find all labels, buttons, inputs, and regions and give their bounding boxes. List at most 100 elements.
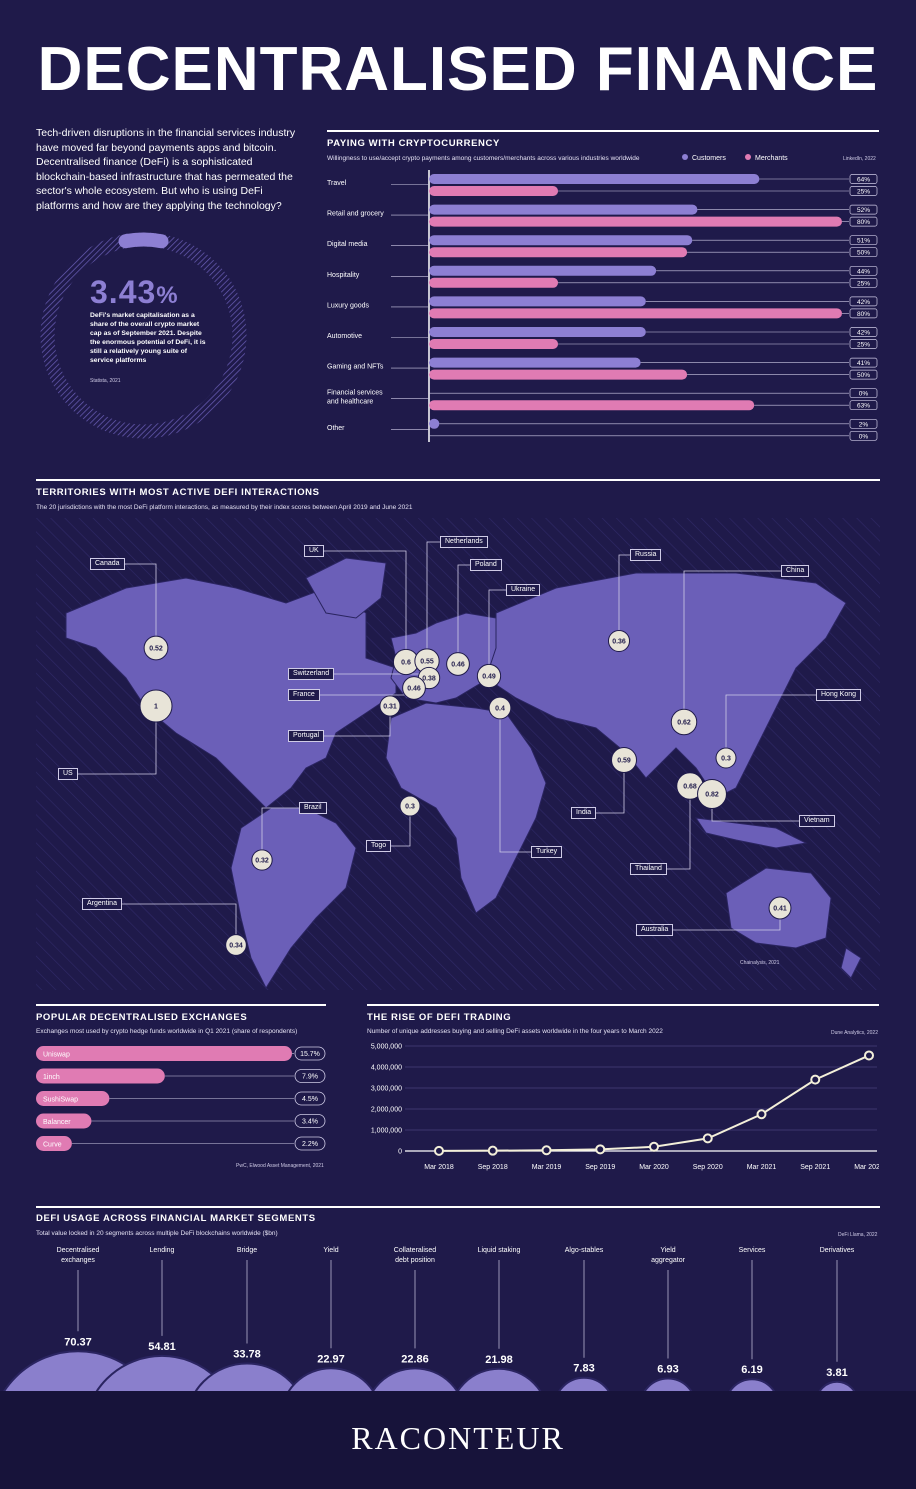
crypto-bar-merchants <box>429 308 842 319</box>
exchange-value-balancer: 3.4% <box>302 1119 318 1126</box>
exchange-bar-sushiswap <box>36 1091 110 1106</box>
crypto-bar-merchants <box>429 339 559 349</box>
map-value-thailand: 0.68 <box>683 784 697 791</box>
trading-point <box>810 1074 821 1085</box>
trading-ytick: 1,000,000 <box>371 1128 402 1135</box>
exchange-bar-1inch <box>36 1068 165 1084</box>
crypto-value-box <box>849 308 878 319</box>
map-bubble-portugal <box>379 695 401 717</box>
crypto-bar-customers <box>429 327 646 337</box>
trading-xtick: Sep 2019 <box>585 1164 615 1171</box>
trading-point <box>487 1145 498 1156</box>
crypto-value-box <box>849 418 878 429</box>
map-connector-argentina <box>102 903 237 945</box>
map-bubble-poland <box>446 652 470 676</box>
crypto-category-label: Luxury goods <box>327 302 370 309</box>
map-label-france: France <box>288 689 320 701</box>
map-connector-us <box>78 706 157 775</box>
crypto-value-box <box>849 357 878 368</box>
map-bubble-australia <box>768 896 792 920</box>
segment-bubble-2 <box>194 1362 300 1392</box>
map-label-us: US <box>58 768 78 780</box>
crypto-value-label: 25% <box>857 280 870 287</box>
exchange-value-box <box>294 1091 326 1106</box>
crypto-subtitle: Willingness to use/accept crypto payment… <box>327 155 640 162</box>
exchange-value-box <box>294 1136 326 1151</box>
crypto-bar-customers <box>429 174 760 184</box>
crypto-value-label: 44% <box>857 268 870 275</box>
segment-label: exchanges <box>61 1257 95 1264</box>
exchange-label-balancer: Balancer <box>43 1119 71 1126</box>
map-label-canada: Canada <box>90 558 125 570</box>
map-bubble-canada <box>143 635 169 661</box>
exchanges-source: PwC, Elwood Asset Management, 2021 <box>236 1163 324 1169</box>
map-label-argentina: Argentina <box>82 898 122 910</box>
map-value-france: 0.46 <box>407 686 421 693</box>
exchange-value-curve: 2.2% <box>302 1141 318 1148</box>
map-value-vietnam: 0.82 <box>705 792 719 799</box>
segment-bubble-4 <box>371 1367 459 1392</box>
map-label-portugal: Portugal <box>288 730 325 742</box>
segment-label: Yield <box>323 1247 338 1254</box>
crypto-category-label: Digital media <box>327 241 368 248</box>
map-value-ukraine: 0.49 <box>482 674 496 681</box>
segment-value: 6.93 <box>657 1364 678 1376</box>
map-bubble-brazil <box>251 849 273 871</box>
crypto-category-label: Gaming and NFTs <box>327 364 384 371</box>
segment-bubble-7 <box>643 1377 693 1392</box>
map-bubble-togo <box>399 795 421 817</box>
map-source: Chainalysis, 2021 <box>740 960 780 966</box>
segment-label: Bridge <box>237 1247 257 1254</box>
trading-ytick: 0 <box>398 1149 402 1156</box>
segment-bubble-3 <box>287 1367 375 1392</box>
segment-value: 22.86 <box>401 1353 429 1365</box>
page-title: DECENTRALISED FINANCE <box>37 35 879 104</box>
brand-logo: RACONTEUR <box>351 1420 565 1456</box>
crypto-bar-customers <box>429 357 641 368</box>
exchange-label-1inch: 1inch <box>43 1074 60 1081</box>
crypto-category-label: Travel <box>327 180 347 187</box>
land-indonesia <box>694 817 808 849</box>
map-value-argentina: 0.34 <box>229 943 243 950</box>
exchange-label-curve: Curve <box>43 1142 62 1149</box>
crypto-value-box <box>849 174 878 184</box>
segment-bubble-1 <box>95 1354 229 1392</box>
crypto-value-box <box>849 400 878 411</box>
crypto-value-box <box>849 235 878 246</box>
map-bubble-argentina <box>225 934 247 956</box>
map-value-portugal: 0.31 <box>383 704 397 711</box>
map-connector-canada <box>110 563 157 648</box>
crypto-value-label: 64% <box>857 177 870 184</box>
crypto-value-label: 41% <box>857 360 870 367</box>
trading-subtitle: Number of unique addresses buying and se… <box>367 1028 663 1035</box>
crypto-chart: Travel 64% 25% Retail and grocery 52% 80% Digi… <box>327 170 878 442</box>
map-value-india: 0.59 <box>617 758 631 765</box>
map-value-us: 1 <box>154 704 158 711</box>
trading-line <box>438 1054 870 1152</box>
map-value-china: 0.62 <box>677 720 691 727</box>
map-bubble-russia <box>607 629 631 653</box>
map-value-switzerland: 0.38 <box>422 676 436 683</box>
segment-label: Algo-stables <box>565 1247 604 1254</box>
segment-label: aggregator <box>651 1257 686 1264</box>
map-label-netherlands: Netherlands <box>440 536 488 548</box>
crypto-value-label: 52% <box>857 207 870 214</box>
crypto-value-box <box>849 296 878 307</box>
map-label-china: China <box>781 565 810 577</box>
map-label-togo: Togo <box>366 840 392 852</box>
map-land <box>65 557 862 990</box>
map-label-turkey: Turkey <box>531 846 563 858</box>
map-bubble-hong-kong <box>715 747 737 769</box>
legend-customers-swatch <box>682 154 688 160</box>
trading-source: Dune Analytics, 2022 <box>831 1030 878 1036</box>
map-label-australia: Australia <box>636 924 674 936</box>
map-value-poland: 0.46 <box>451 662 465 669</box>
map-bubble-ukraine <box>476 663 502 689</box>
map-label-hong-kong: Hong Kong <box>816 689 862 701</box>
crypto-bar-merchants <box>429 369 688 380</box>
map-label-brazil: Brazil <box>299 802 327 814</box>
map-bubble-turkey <box>488 696 512 720</box>
segment-value: 21.98 <box>485 1354 513 1366</box>
